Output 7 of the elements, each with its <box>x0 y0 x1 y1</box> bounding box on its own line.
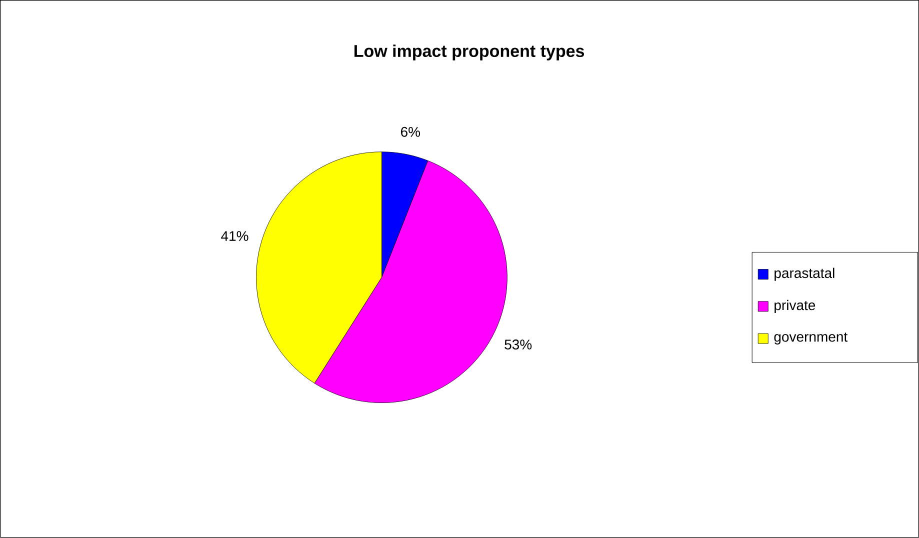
legend-label: parastatal <box>774 268 834 282</box>
legend-label: private <box>774 300 816 314</box>
legend-label: government <box>774 332 848 345</box>
chart-title: Low impact proponent types <box>354 44 584 61</box>
data-label: 53% <box>504 340 532 350</box>
data-label: 6% <box>400 127 420 138</box>
data-label: 41% <box>221 231 248 242</box>
